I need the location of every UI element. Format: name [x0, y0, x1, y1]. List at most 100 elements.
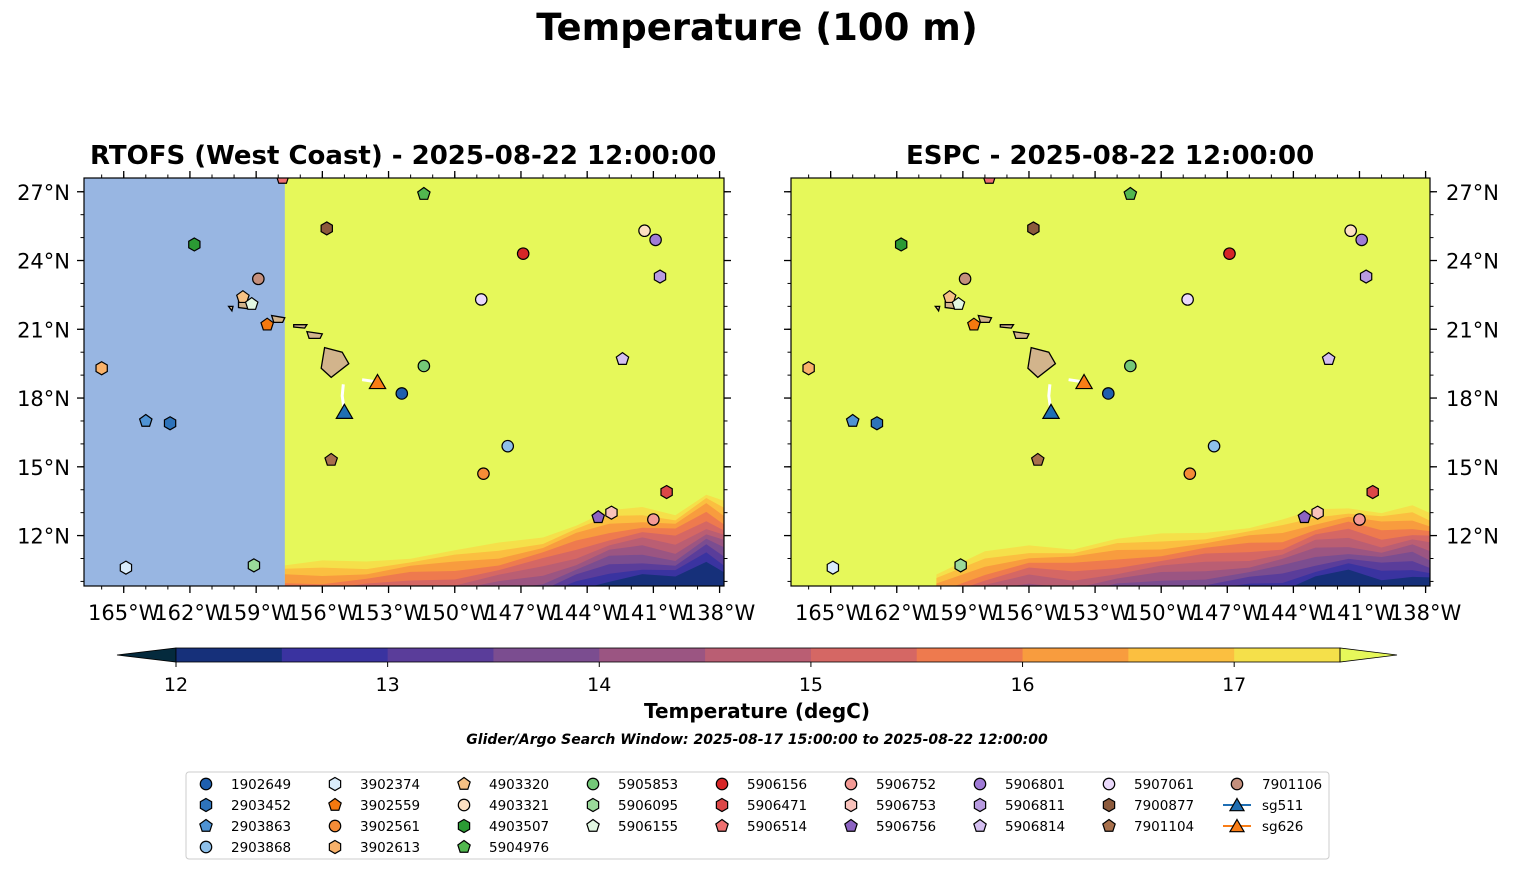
float-5906814-marker: [615, 351, 630, 365]
float-3902374-marker: [826, 560, 840, 575]
legend-sg511-label: sg511: [1262, 798, 1303, 814]
float-7900877-marker: [320, 221, 333, 236]
float-5906155-marker: [951, 296, 966, 310]
colorbar-tick-label: 17: [1222, 674, 1246, 696]
legend-7901104-marker: [1102, 818, 1116, 832]
float-5906156-marker: [516, 247, 530, 260]
colorbar-extend-high: [1339, 647, 1398, 663]
legend-1902649-marker: [199, 777, 213, 791]
legend-3902374-label: 3902374: [360, 777, 420, 793]
x-tick-label: 162°W: [154, 601, 226, 625]
legend-5905853-label: 5905853: [618, 777, 678, 793]
legend-sg626-marker: [1228, 818, 1246, 833]
legend-4903320-marker: [457, 776, 471, 790]
float-4903507-marker: [894, 237, 908, 252]
float-2903868-marker: [501, 439, 515, 453]
legend-5906471-marker: [715, 797, 729, 813]
legend-5906811-marker: [973, 797, 987, 813]
legend-sg511-marker: [1228, 797, 1246, 812]
x-tick-label: 144°W: [551, 601, 623, 625]
legend-7900877-marker: [1102, 797, 1116, 813]
sg626-marker: [368, 373, 387, 390]
y-tick-label: 18°N: [1446, 387, 1499, 411]
float-3902559-marker: [260, 317, 275, 331]
colorbar-extend-low: [116, 647, 177, 663]
legend-5906095-marker: [586, 797, 600, 813]
legend-2903452-label: 2903452: [231, 798, 291, 814]
float-2903452-marker: [870, 416, 884, 431]
x-tick-label: 147°W: [485, 601, 557, 625]
float-3902561-marker: [477, 467, 490, 481]
y-tick-label: 24°N: [17, 250, 70, 274]
float-4903320-marker: [236, 289, 250, 304]
y-tick-label: 12°N: [17, 525, 70, 549]
y-tick-label: 24°N: [1446, 250, 1499, 274]
map-panel-0: [84, 178, 724, 586]
map-panel-1: [791, 178, 1430, 586]
map-frame: [790, 177, 1431, 587]
legend-2903868-label: 2903868: [231, 840, 291, 856]
island-maui: [1012, 330, 1030, 340]
x-tick-label: 141°W: [618, 601, 690, 625]
legend-2903868-marker: [199, 840, 213, 854]
float-3902613-marker: [802, 361, 815, 376]
float-5906471-marker: [660, 484, 673, 500]
x-tick-label: 150°W: [1125, 601, 1197, 625]
legend-3902559-label: 3902559: [360, 798, 420, 814]
colorbar-tick-label: 14: [587, 674, 611, 696]
legend-4903321-label: 4903321: [489, 798, 549, 814]
legend-5904976-marker: [457, 839, 471, 853]
legend-5906756-label: 5906756: [876, 819, 936, 835]
legend-4903321-marker: [457, 798, 471, 812]
legend-2903863-label: 2903863: [231, 819, 291, 835]
float-7900877-marker: [1027, 221, 1040, 236]
float-3902374-marker: [119, 560, 133, 575]
x-tick-label: 138°W: [684, 601, 756, 625]
float-1902649-marker: [395, 387, 409, 400]
float-3902559-marker: [966, 317, 981, 331]
legend-5906514-marker: [715, 818, 729, 832]
legend-5906156-label: 5906156: [747, 777, 807, 793]
sg511-marker: [1041, 403, 1061, 419]
legend-frame: [185, 771, 1330, 860]
legend-3902613-label: 3902613: [360, 840, 420, 856]
colorbar-frame: [175, 647, 1341, 663]
float-5905853-marker: [417, 359, 431, 373]
float-2903863-marker: [845, 413, 860, 427]
no-data-region: [84, 178, 285, 586]
float-5906514-marker: [983, 178, 996, 184]
cold-band-contour: [1293, 569, 1430, 586]
legend-5906514-label: 5906514: [747, 819, 807, 835]
y-tick-label: 15°N: [17, 456, 70, 480]
island-maui: [305, 330, 324, 340]
float-5906756-marker: [1297, 509, 1312, 524]
island-niihau: [227, 305, 234, 313]
float-5906471-marker: [1366, 484, 1379, 500]
float-2903863-marker: [138, 413, 153, 427]
sg511-marker: [335, 403, 354, 419]
cold-band-contour: [593, 561, 724, 586]
island-molokai: [293, 324, 309, 329]
legend-5906095-label: 5906095: [618, 798, 678, 814]
colorbar: 12 13 14 15 16 17: [116, 647, 1398, 696]
float-5906095-marker: [247, 558, 261, 573]
x-tick-label: 165°W: [88, 601, 160, 625]
x-tick-label: 153°W: [353, 601, 425, 625]
y-tick-label: 27°N: [1446, 181, 1499, 205]
legend-4903507-label: 4903507: [489, 819, 549, 835]
legend-3902561-marker: [328, 819, 342, 833]
legend-5906753-label: 5906753: [876, 798, 936, 814]
float-5906155-marker: [244, 296, 259, 310]
rtofs-panel-title: RTOFS (West Coast) - 2025-08-22 12:00:00: [90, 141, 717, 171]
colorbar-segment: [916, 648, 1024, 662]
float-5906752-marker: [1353, 513, 1366, 526]
float-5906156-marker: [1223, 247, 1236, 260]
search-window-caption: Glider/Argo Search Window: 2025-08-17 15…: [466, 732, 1048, 748]
x-tick-label: 138°W: [1390, 601, 1462, 625]
float-2903452-marker: [163, 416, 177, 431]
legend-7901104-label: 7901104: [1134, 819, 1194, 835]
y-tick-label: 12°N: [1446, 525, 1499, 549]
x-tick-label: 150°W: [419, 601, 491, 625]
float-7901104-marker: [324, 452, 339, 466]
float-7901106-marker: [252, 272, 265, 286]
